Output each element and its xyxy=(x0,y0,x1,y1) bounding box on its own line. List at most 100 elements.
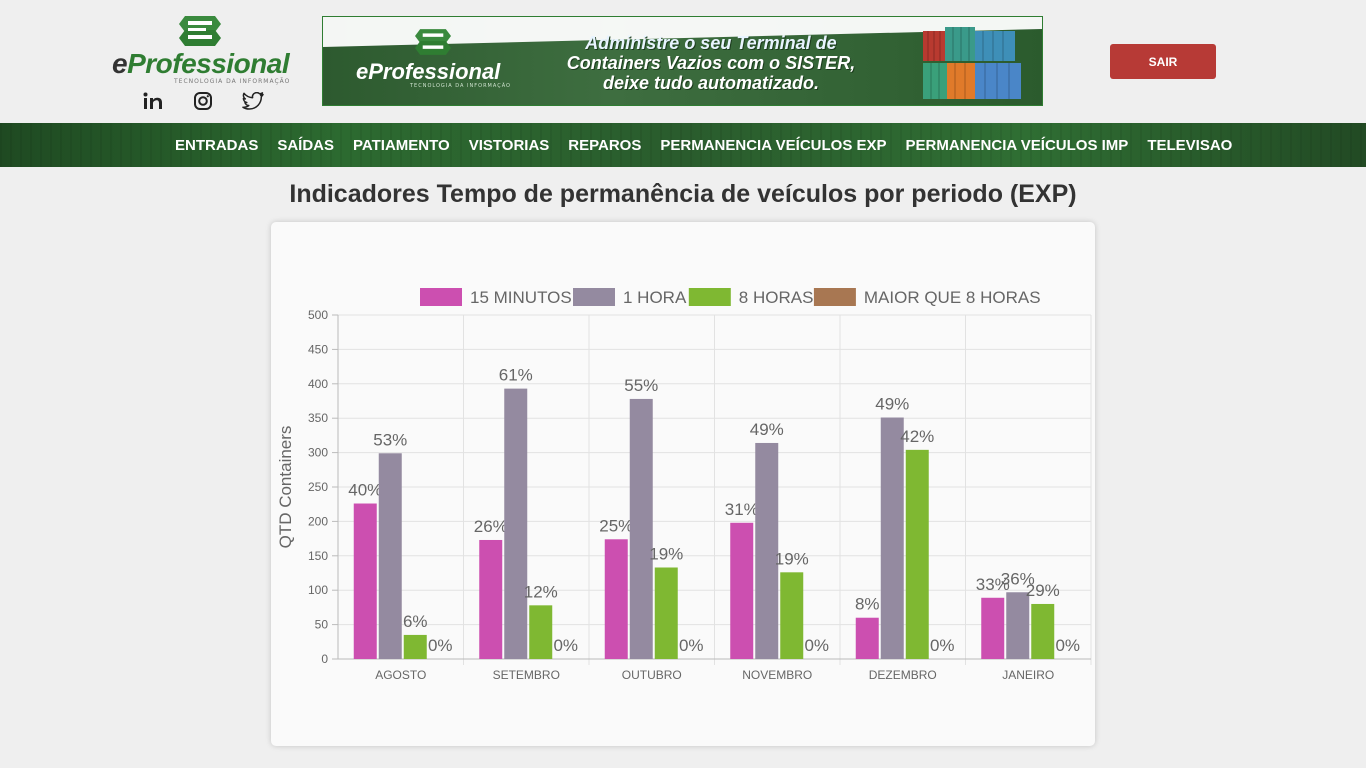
data-label: 33% xyxy=(976,575,1010,594)
bar-outubro-1[interactable] xyxy=(629,398,653,659)
bar-novembro-0[interactable] xyxy=(730,522,754,659)
nav-item-permanencia-exp[interactable]: PERMANENCIA VEÍCULOS EXP xyxy=(660,136,887,154)
y-tick-label: 50 xyxy=(315,618,329,632)
data-label: 0% xyxy=(1055,636,1080,655)
legend-swatch[interactable] xyxy=(688,288,731,306)
y-tick-label: 350 xyxy=(308,411,328,425)
bar-agosto-2[interactable] xyxy=(403,634,427,659)
legend-label[interactable]: 1 HORA xyxy=(623,288,687,307)
nav-item-permanencia-imp[interactable]: PERMANENCIA VEÍCULOS IMP xyxy=(905,136,1129,154)
eprofessional-logo-icon xyxy=(415,29,451,55)
data-label: 49% xyxy=(875,395,909,414)
social-links xyxy=(142,90,264,112)
legend-label[interactable]: 8 HORAS xyxy=(739,288,814,307)
data-label: 0% xyxy=(428,636,453,655)
data-label: 0% xyxy=(679,636,704,655)
nav-item-entradas[interactable]: ENTRADAS xyxy=(175,136,259,154)
x-tick-label: OUTUBRO xyxy=(622,668,682,682)
data-label: 53% xyxy=(373,430,407,449)
x-tick-label: NOVEMBRO xyxy=(742,668,812,682)
nav-background xyxy=(0,123,1366,167)
nav-item-saidas[interactable]: SAÍDAS xyxy=(277,136,335,154)
bar-agosto-1[interactable] xyxy=(378,453,402,659)
data-label: 19% xyxy=(649,544,683,563)
bar-janeiro-2[interactable] xyxy=(1031,603,1055,659)
logo-wordmark: eProfessional xyxy=(112,48,290,79)
x-tick-label: DEZEMBRO xyxy=(869,668,937,682)
shipping-containers-icon xyxy=(923,27,1021,99)
sister-ad-banner[interactable]: eProfessional TECNOLOGIA DA INFORMAÇÃO A… xyxy=(322,16,1043,106)
bar-novembro-1[interactable] xyxy=(755,442,779,659)
bar-janeiro-1[interactable] xyxy=(1006,592,1030,659)
instagram-icon[interactable] xyxy=(192,90,214,112)
nav-items: ENTRADAS SAÍDAS PATIAMENTO VISTORIAS REP… xyxy=(175,123,1251,167)
data-label: 6% xyxy=(403,612,428,631)
legend-label[interactable]: 15 MINUTOS xyxy=(470,288,572,307)
x-tick-label: AGOSTO xyxy=(375,668,426,682)
data-label: 31% xyxy=(725,500,759,519)
y-tick-label: 100 xyxy=(308,583,328,597)
x-tick-label: SETEMBRO xyxy=(493,668,560,682)
data-label: 12% xyxy=(524,582,558,601)
data-label: 49% xyxy=(750,420,784,439)
data-label: 29% xyxy=(1026,581,1060,600)
data-label: 26% xyxy=(474,517,508,536)
y-tick-label: 200 xyxy=(308,514,328,528)
x-tick-label: JANEIRO xyxy=(1002,668,1054,682)
y-axis-title: QTD Containers xyxy=(276,426,295,549)
bar-janeiro-0[interactable] xyxy=(981,597,1005,659)
legend-swatch[interactable] xyxy=(573,288,615,306)
bar-outubro-0[interactable] xyxy=(604,539,628,659)
bar-outubro-2[interactable] xyxy=(654,567,678,659)
bar-setembro-2[interactable] xyxy=(529,605,553,659)
data-label: 0% xyxy=(553,636,578,655)
data-label: 42% xyxy=(900,427,934,446)
data-label: 61% xyxy=(499,366,533,385)
nav-item-reparos[interactable]: REPAROS xyxy=(568,136,642,154)
twitter-icon[interactable] xyxy=(242,90,264,112)
data-label: 8% xyxy=(855,595,880,614)
data-label: 25% xyxy=(599,516,633,535)
header: eProfessional TECNOLOGIA DA INFORMAÇÃO e… xyxy=(0,0,1366,123)
y-tick-label: 450 xyxy=(308,342,328,356)
data-label: 55% xyxy=(624,376,658,395)
logout-button[interactable]: SAIR xyxy=(1110,44,1216,79)
y-tick-label: 0 xyxy=(321,652,328,666)
bar-dezembro-0[interactable] xyxy=(855,617,879,659)
banner-logo-tagline: TECNOLOGIA DA INFORMAÇÃO xyxy=(410,83,511,89)
legend-label[interactable]: MAIOR QUE 8 HORAS xyxy=(864,288,1041,307)
banner-line-1: Administre o seu Terminal de xyxy=(585,33,837,53)
permanence-bar-chart: 0 50 100 150 200 250 300 350 400 450 500 QTD Contai… xyxy=(276,288,1092,682)
y-tick-label: 300 xyxy=(308,446,328,460)
y-tick-label: 150 xyxy=(308,549,328,563)
data-label: 36% xyxy=(1001,569,1035,588)
y-tick-label: 500 xyxy=(308,308,328,322)
banner-logo-wordmark: eProfessional xyxy=(356,59,501,84)
data-label: 0% xyxy=(804,636,829,655)
main-nav: ENTRADAS SAÍDAS PATIAMENTO VISTORIAS REP… xyxy=(0,123,1366,167)
logo-tagline: TECNOLOGIA DA INFORMAÇÃO xyxy=(174,78,291,85)
bar-dezembro-2[interactable] xyxy=(905,449,929,659)
chart-card: 0 50 100 150 200 250 300 350 400 450 500 QTD Contai… xyxy=(271,222,1095,746)
y-tick-label: 400 xyxy=(308,377,328,391)
page-title: Indicadores Tempo de permanência de veíc… xyxy=(289,180,1077,208)
logo[interactable]: eProfessional TECNOLOGIA DA INFORMAÇÃO xyxy=(112,14,292,114)
banner-line-3: deixe tudo automatizado. xyxy=(602,73,820,93)
bar-dezembro-1[interactable] xyxy=(880,417,904,659)
nav-item-vistorias[interactable]: VISTORIAS xyxy=(468,136,550,154)
legend-swatch[interactable] xyxy=(420,288,462,306)
eprofessional-logo-icon xyxy=(179,16,221,46)
bar-setembro-0[interactable] xyxy=(479,539,503,659)
linkedin-icon[interactable] xyxy=(142,90,164,112)
nav-item-patiamento[interactable]: PATIAMENTO xyxy=(353,136,450,154)
nav-item-televisao[interactable]: TELEVISAO xyxy=(1147,136,1233,154)
bar-agosto-0[interactable] xyxy=(353,503,377,659)
bar-setembro-1[interactable] xyxy=(504,388,528,659)
data-label: 0% xyxy=(930,636,955,655)
y-tick-label: 250 xyxy=(308,480,328,494)
data-label: 40% xyxy=(348,481,382,500)
legend-swatch[interactable] xyxy=(813,288,856,306)
bar-novembro-2[interactable] xyxy=(780,572,804,659)
data-label: 19% xyxy=(775,549,809,568)
banner-headline: Administre o seu Terminal de Containers … xyxy=(561,33,861,93)
